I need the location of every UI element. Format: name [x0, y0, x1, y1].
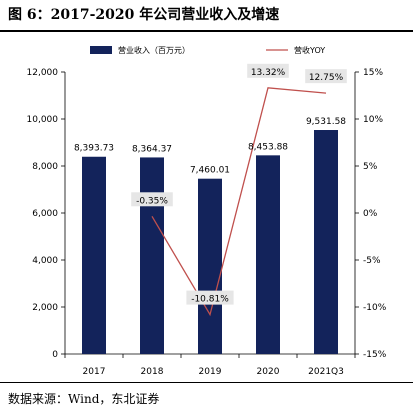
bar-value-label: 8,453.88	[248, 142, 288, 152]
x-tick-label: 2018	[141, 367, 164, 377]
x-tick-label: 2017	[83, 367, 106, 377]
yoy-label-box	[186, 290, 234, 305]
y-left-tick-label: 8,000	[32, 162, 58, 172]
x-tick-label: 2019	[199, 367, 222, 377]
x-tick-label: 2021Q3	[308, 367, 344, 377]
y-right-tick-label: 0%	[363, 209, 378, 219]
y-left-tick-label: 10,000	[27, 115, 59, 125]
yoy-value-label: 13.32%	[251, 68, 286, 78]
y-right-tick-label: 15%	[363, 68, 383, 78]
yoy-value-label: -0.35%	[136, 196, 168, 206]
y-right-tick-label: 5%	[363, 162, 378, 172]
yoy-label-box	[305, 69, 347, 84]
yoy-value-label: -10.81%	[191, 295, 229, 305]
y-right-tick-label: -5%	[363, 256, 381, 266]
y-left-tick-label: 0	[52, 350, 58, 360]
legend: 营业收入（百万元） 营收YOY	[90, 45, 325, 55]
axes: 0 2,000 4,000 6,000 8,000 10,000 12,000 -15% -10…	[27, 68, 387, 377]
yoy-label-box	[247, 63, 289, 78]
yoy-label-box	[131, 192, 173, 207]
y-left-tick-label: 12,000	[27, 68, 59, 78]
bar-2018	[140, 157, 164, 354]
y-right-tick-label: 10%	[363, 115, 383, 125]
y-left-tick-label: 6,000	[32, 209, 58, 219]
top-rule	[0, 30, 413, 32]
y-left-tick-label: 4,000	[32, 256, 58, 266]
bar-value-label: 9,531.58	[306, 117, 346, 127]
data-labels: 8,393.73 8,364.37 7,460.01 8,453.88 9,531.58…	[74, 63, 347, 305]
bar-2019	[198, 178, 222, 354]
figure-title: 图 6：2017-2020 年公司营业收入及增速	[8, 7, 280, 23]
bar-value-label: 8,364.37	[132, 144, 172, 154]
y-left-tick-label: 2,000	[32, 303, 58, 313]
data-source: 数据来源：Wind，东北证券	[8, 392, 160, 406]
yoy-value-label: 12.75%	[309, 73, 344, 83]
bars	[82, 130, 338, 354]
y-right-tick-label: -10%	[363, 303, 387, 313]
legend-bar-swatch	[90, 46, 112, 54]
revenue-chart: 营业收入（百万元） 营收YOY 0 2,000 4,000 6,000 8,000 10,0…	[27, 45, 387, 377]
bottom-rule	[0, 382, 413, 383]
y-right-tick-label: -15%	[363, 350, 387, 360]
bar-value-label: 8,393.73	[74, 144, 114, 154]
legend-bar-label: 营业收入（百万元）	[118, 45, 190, 55]
x-tick-label: 2020	[257, 367, 280, 377]
yoy-line	[151, 87, 327, 317]
yoy-series-line	[151, 87, 327, 317]
bar-2020	[256, 155, 280, 354]
legend-line-label: 营收YOY	[294, 45, 325, 55]
bar-2017	[82, 156, 106, 354]
bar-2021Q3	[314, 130, 338, 354]
bar-value-label: 7,460.01	[190, 166, 230, 176]
